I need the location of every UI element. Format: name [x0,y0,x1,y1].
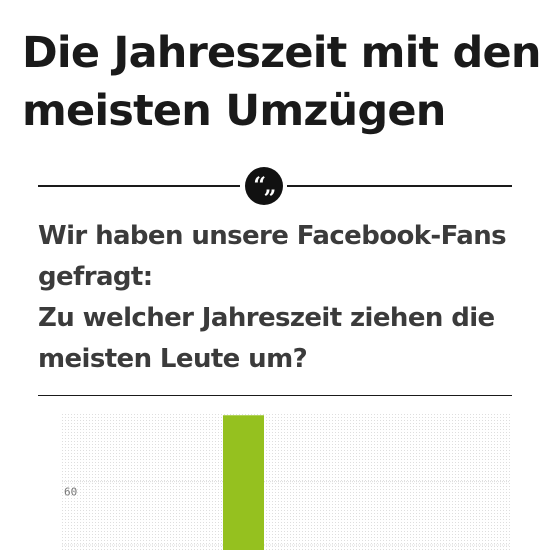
quote-divider: “„ [38,167,512,205]
question-bottom-rule [38,395,512,396]
y-tick-label: 50 [64,549,77,550]
survey-question: Wir haben unsere Facebook-Fans gefragt: … [38,216,538,380]
chart-svg: 50 60 [62,414,510,550]
y-tick-label: 60 [64,486,77,499]
chart-bar [223,415,264,550]
title-line: Die Jahreszeit mit den [22,28,541,78]
question-line: gefragt: [38,262,153,292]
question-line: Zu welcher Jahreszeit ziehen die [38,303,495,333]
divider-line-right [287,185,512,187]
quote-icon: “„ [245,167,283,205]
page-title: Die Jahreszeit mit den meisten Umzügen [22,24,541,140]
divider-line-left [38,185,240,187]
title-line: meisten Umzügen [22,86,446,136]
question-line: Wir haben unsere Facebook-Fans [38,221,507,251]
question-line: meisten Leute um? [38,344,308,374]
bar-chart: 50 60 [62,414,510,550]
